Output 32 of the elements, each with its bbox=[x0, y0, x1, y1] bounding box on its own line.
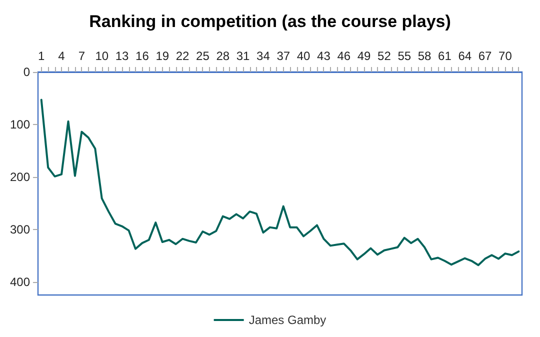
x-tick-label: 28 bbox=[216, 49, 230, 63]
x-tick-label: 64 bbox=[458, 49, 472, 63]
y-tick-label: 0 bbox=[23, 65, 30, 79]
y-tick-label: 300 bbox=[10, 222, 30, 236]
x-tick-label: 46 bbox=[337, 49, 351, 63]
x-tick-label: 13 bbox=[115, 49, 130, 63]
x-tick-label: 22 bbox=[176, 49, 190, 63]
x-tick-label: 25 bbox=[196, 49, 210, 63]
x-tick-label: 67 bbox=[478, 49, 492, 63]
x-tick-label: 10 bbox=[95, 49, 109, 63]
x-tick-label: 4 bbox=[58, 49, 66, 63]
x-tick-label: 37 bbox=[276, 49, 290, 63]
x-tick-label: 55 bbox=[398, 49, 412, 63]
x-tick-label: 1 bbox=[38, 49, 46, 63]
x-tick-label: 40 bbox=[296, 49, 311, 63]
x-tick-label: 58 bbox=[418, 49, 432, 63]
y-tick-label: 200 bbox=[10, 170, 30, 184]
y-tick-label: 400 bbox=[10, 274, 30, 289]
x-tick-label: 16 bbox=[136, 49, 150, 63]
x-tick-label: 7 bbox=[78, 49, 86, 63]
line-series bbox=[40, 98, 520, 266]
x-tick-label: 52 bbox=[378, 49, 392, 63]
x-tick-label: 61 bbox=[438, 49, 452, 63]
y-tick-label: 100 bbox=[10, 117, 30, 132]
legend-label: James Gamby bbox=[248, 313, 326, 327]
x-tick-label: 49 bbox=[357, 49, 372, 63]
x-tick-label: 34 bbox=[256, 49, 270, 63]
x-tick-label: 43 bbox=[317, 49, 331, 63]
chart-title: Ranking in competition (as the course plays) bbox=[89, 12, 451, 31]
x-tick-label: 70 bbox=[498, 49, 512, 63]
x-tick-label: 31 bbox=[236, 49, 250, 63]
x-tick-label: 19 bbox=[156, 49, 170, 63]
